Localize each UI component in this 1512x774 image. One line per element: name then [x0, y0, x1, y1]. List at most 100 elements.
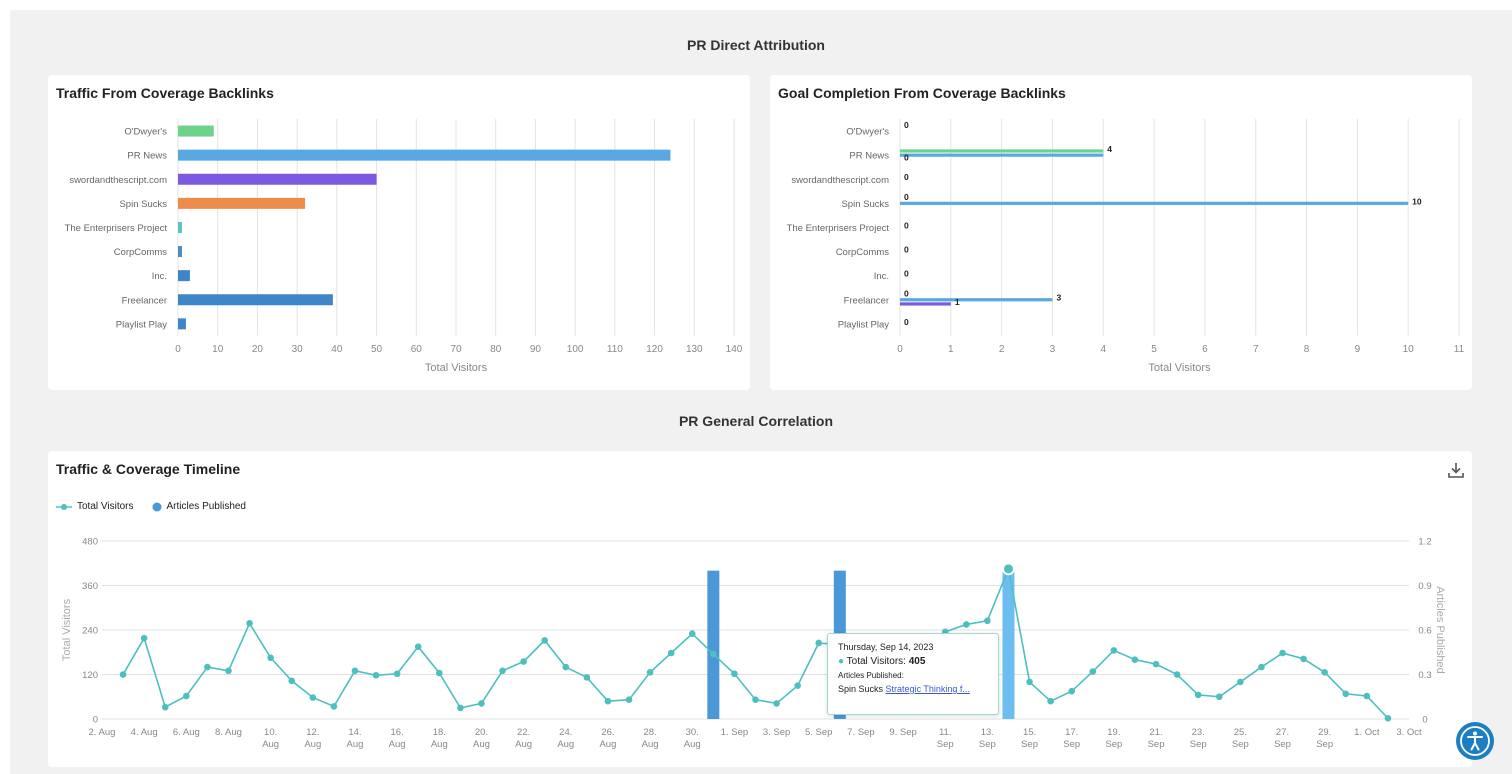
chart-tooltip: Thursday, Sep 14, 2023 ● Total Visitors:…: [827, 633, 999, 715]
data-point: [161, 703, 169, 711]
data-label: 1: [955, 297, 960, 307]
accessibility-icon: [1460, 726, 1490, 756]
x-tick-label-month: Sep: [1021, 739, 1038, 750]
data-point: [646, 668, 654, 676]
data-point: [288, 677, 296, 685]
timeline-legend: Total Visitors Articles Published: [56, 501, 246, 512]
bar: [178, 125, 214, 137]
data-label: 0: [904, 172, 909, 182]
x-tick-label-month: Sep: [1148, 739, 1165, 750]
data-point: [1194, 691, 1202, 699]
bar: [900, 149, 1104, 153]
x-tick-label-month: Aug: [557, 739, 574, 750]
legend-total-visitors-label: Total Visitors: [77, 501, 134, 512]
legend-articles-published[interactable]: Articles Published: [152, 501, 246, 512]
y-right-tick-label: 1.2: [1418, 537, 1431, 548]
x-tick-label: 19.: [1107, 727, 1120, 738]
tooltip-article-link[interactable]: Strategic Thinking f...: [885, 684, 970, 694]
category-label: O'Dwyer's: [124, 127, 167, 138]
x-tick-label: 18.: [433, 727, 446, 738]
data-point: [752, 696, 759, 704]
x-tick-label: 6: [1202, 344, 1208, 355]
y-right-tick-label: 0.9: [1418, 581, 1431, 592]
x-tick-label: 16.: [391, 727, 404, 738]
goals-card: Goal Completion From Coverage Backlinks …: [770, 75, 1472, 390]
bar: [178, 294, 333, 306]
y-left-tick-label: 480: [82, 537, 98, 548]
x-tick-label-month: Sep: [1063, 739, 1080, 750]
bar: [178, 149, 671, 161]
legend-total-visitors[interactable]: Total Visitors: [56, 501, 134, 512]
x-tick-label: 13.: [981, 727, 994, 738]
x-tick-label: 6. Aug: [173, 727, 200, 738]
x-tick-label-month: Sep: [1232, 739, 1249, 750]
category-label: Freelancer: [844, 295, 889, 306]
data-point: [393, 670, 401, 678]
tooltip-visitors-row: ● Total Visitors: 405: [838, 656, 988, 667]
data-point: [604, 697, 612, 705]
category-label: swordandthescript.com: [69, 175, 167, 186]
x-tick-label: 26.: [601, 727, 614, 738]
x-tick-label: 4: [1100, 344, 1106, 355]
category-label: Freelancer: [122, 295, 167, 306]
x-tick-label: 4. Aug: [131, 727, 158, 738]
data-point: [499, 667, 506, 675]
x-tick-label-month: Aug: [684, 739, 701, 750]
download-button[interactable]: [1446, 460, 1466, 480]
data-label: 0: [904, 317, 909, 327]
x-tick-label: 23.: [1192, 727, 1205, 738]
bar: [178, 246, 182, 258]
section-title-direct: PR Direct Attribution: [687, 37, 825, 53]
x-tick-label: 50: [371, 344, 383, 355]
x-tick-label: 22.: [517, 727, 530, 738]
x-tick-label: 20: [252, 344, 264, 355]
traffic-title: Traffic From Coverage Backlinks: [56, 85, 274, 101]
x-tick-label: 10.: [264, 727, 277, 738]
x-tick-label-month: Aug: [431, 739, 448, 750]
data-point: [246, 620, 253, 627]
category-label: CorpComms: [114, 247, 168, 258]
data-point: [1047, 697, 1054, 705]
x-tick-label: 8: [1304, 344, 1310, 355]
x-tick-label: 30.: [686, 727, 699, 738]
category-label: Playlist Play: [838, 319, 889, 330]
data-point: [667, 649, 675, 657]
goals-title: Goal Completion From Coverage Backlinks: [778, 85, 1066, 101]
data-point: [309, 694, 317, 701]
category-label: CorpComms: [836, 247, 890, 258]
data-point: [625, 696, 633, 704]
x-tick-label: 7. Sep: [847, 727, 874, 738]
x-tick-label-month: Aug: [347, 739, 364, 750]
y-left-tick-label: 120: [82, 670, 98, 681]
x-tick-label: 25.: [1234, 727, 1247, 738]
x-tick-label: 11: [1454, 344, 1465, 355]
x-tick-label-month: Aug: [642, 739, 659, 750]
bar: [900, 153, 1104, 157]
category-label: PR News: [127, 151, 167, 162]
data-point: [1215, 693, 1223, 701]
category-label: Spin Sucks: [119, 199, 167, 210]
category-label: swordandthescript.com: [791, 175, 889, 186]
x-tick-label-month: Sep: [1190, 739, 1207, 750]
tooltip-articles-label: Articles Published:: [838, 671, 904, 680]
category-label: Inc.: [874, 271, 889, 282]
x-tick-label: 10: [212, 344, 224, 355]
bar: [178, 318, 186, 330]
data-label: 0: [904, 152, 909, 162]
x-tick-label-month: Sep: [1274, 739, 1291, 750]
accessibility-button[interactable]: [1456, 722, 1494, 760]
x-tick-label: 0: [175, 344, 181, 355]
x-tick-label-month: Sep: [937, 739, 954, 750]
highlighted-point: [1001, 562, 1015, 576]
x-tick-label-month: Aug: [599, 739, 616, 750]
data-point: [1173, 671, 1181, 678]
x-tick-label: 28.: [643, 727, 656, 738]
data-point: [520, 658, 527, 665]
y-right-tick-label: 0: [1422, 715, 1427, 726]
x-tick-label: 11.: [939, 727, 952, 738]
legend-articles-published-label: Articles Published: [166, 501, 246, 512]
x-tick-label-month: Aug: [304, 739, 321, 750]
x-tick-label: 1: [948, 344, 954, 355]
data-point: [140, 634, 148, 642]
x-tick-label-month: Sep: [979, 739, 996, 750]
